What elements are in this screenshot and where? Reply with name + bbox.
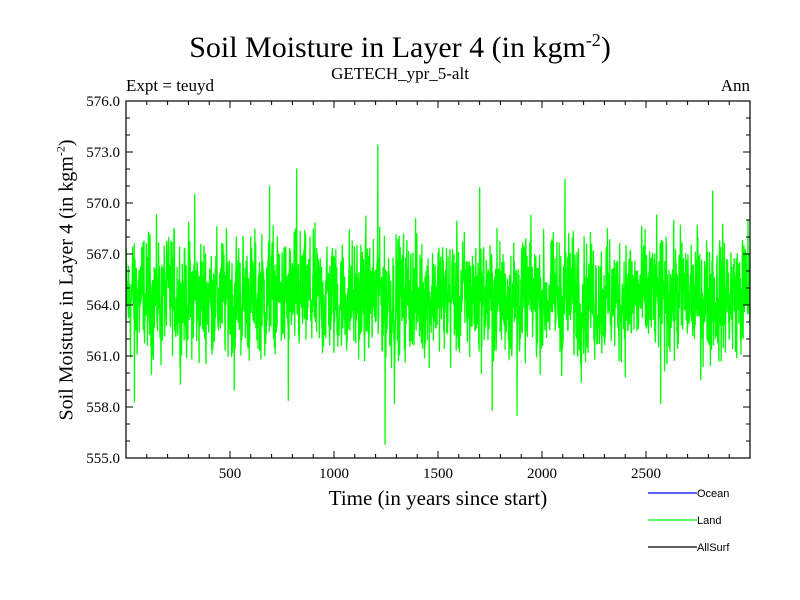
- x-tick-label: 2500: [631, 466, 661, 482]
- series-layer: [125, 144, 751, 446]
- season-label: Ann: [720, 76, 750, 95]
- series-line-land: [125, 144, 751, 446]
- y-tick-label: 567.0: [86, 247, 120, 263]
- legend-label-allsurf: AllSurf: [697, 542, 730, 554]
- x-tick-label: 1000: [319, 466, 349, 482]
- legend-label-ocean: Ocean: [697, 488, 729, 500]
- x-tick-label: 2000: [527, 466, 557, 482]
- chart-title: Soil Moisture in Layer 4 (in kgm-2): [189, 30, 611, 64]
- y-tick-label: 576.0: [86, 94, 120, 110]
- legend: Ocean Land AllSurf: [648, 488, 730, 554]
- y-tick-label: 570.0: [86, 196, 120, 212]
- experiment-label: Expt = teuyd: [126, 76, 214, 95]
- y-tick-label: 558.0: [86, 400, 120, 416]
- x-axis-label: Time (in years since start): [328, 486, 548, 510]
- axes-layer: 500 1000 1500 2000 2500 555.0 558.0 561.0 564.0 5…: [86, 94, 751, 482]
- y-tick-label: 555.0: [86, 451, 120, 467]
- chart-subtitle: GETECH_ypr_5-alt: [331, 64, 469, 83]
- y-tick-label: 564.0: [86, 298, 120, 314]
- x-tick-label: 500: [219, 466, 242, 482]
- x-tick-label: 1500: [423, 466, 453, 482]
- y-tick-label: 573.0: [86, 145, 120, 161]
- legend-label-land: Land: [697, 515, 721, 527]
- y-tick-label: 561.0: [86, 349, 120, 365]
